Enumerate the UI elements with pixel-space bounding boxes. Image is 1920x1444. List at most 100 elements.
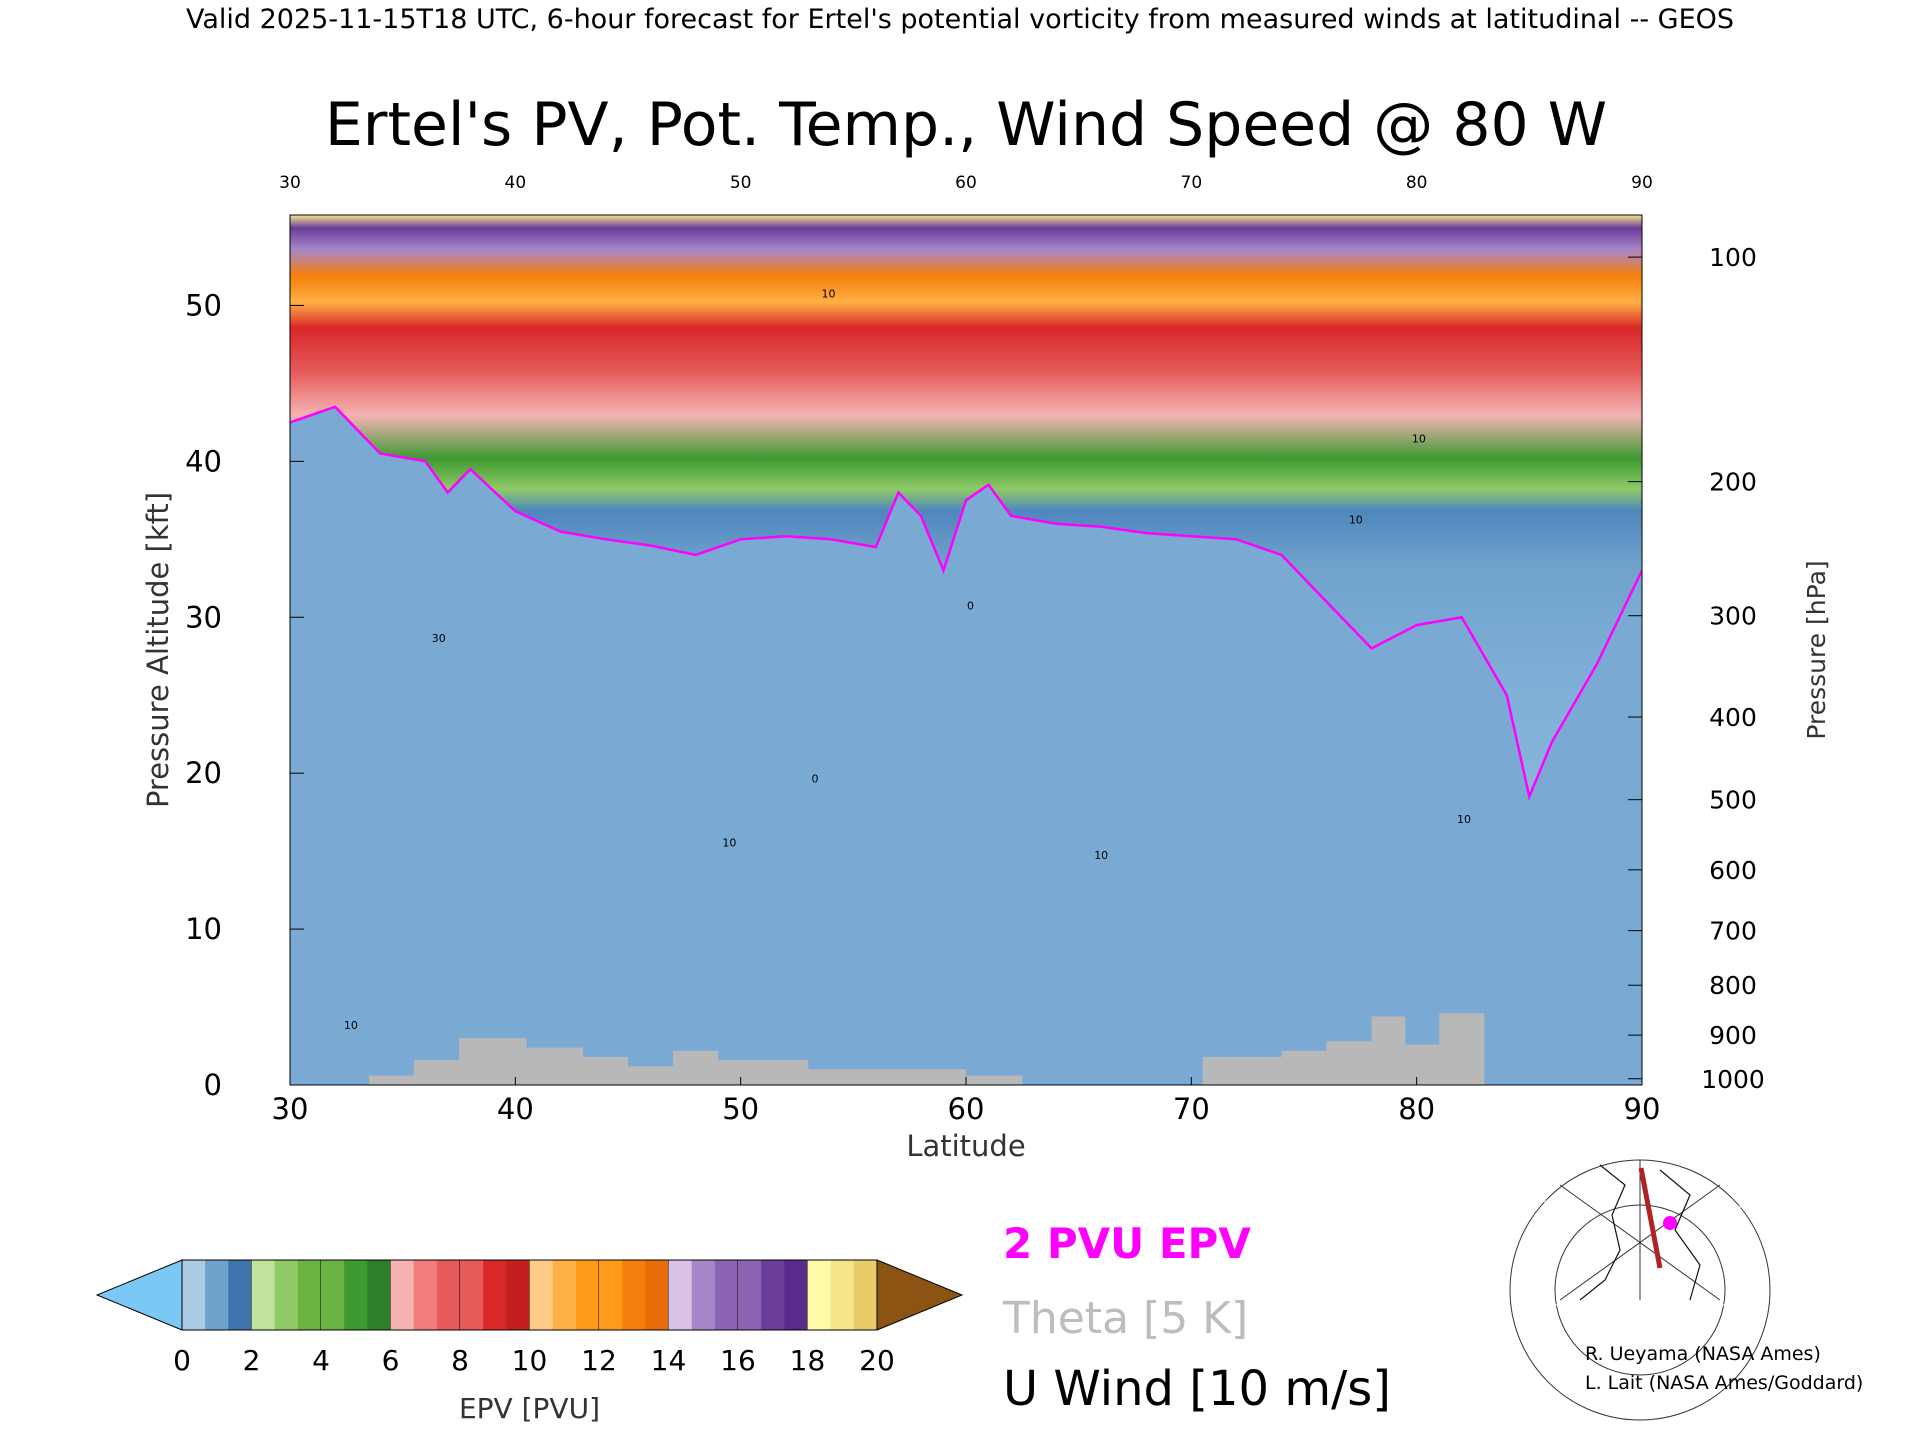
colorbar-swatch [622,1260,646,1330]
contour-label: 0 [967,599,974,612]
contour-label: 10 [822,288,836,301]
pressure-tick-label: 600 [1709,856,1757,885]
colorbar-swatch [552,1260,577,1330]
x-top-tick-label: 70 [1181,173,1203,193]
colorbar-swatch [807,1260,832,1330]
y-tick-label: 50 [185,288,222,322]
x-tick-label: 90 [1624,1092,1661,1126]
colorbar-tick-label: 12 [581,1344,617,1377]
y-tick-label: 30 [185,600,222,634]
colorbar-swatch [367,1260,391,1330]
x-top-tick-label: 40 [505,173,527,193]
colorbar-swatch [274,1260,299,1330]
y-right-axis-label: Pressure [hPa] [1802,560,1831,739]
x-tick-label: 30 [272,1092,309,1126]
pressure-tick-label: 300 [1709,602,1757,631]
pressure-tick-label: 700 [1709,917,1757,946]
contour-label: 30 [432,632,446,645]
colorbar-swatch [529,1260,554,1330]
contour-label: 10 [1349,514,1363,527]
colorbar-swatch [738,1260,762,1330]
y-tick-label: 0 [204,1068,222,1102]
colorbar-swatch [483,1260,507,1330]
colorbar-swatch [599,1260,623,1330]
x-tick-label: 80 [1398,1092,1435,1126]
colorbar-tick-label: 4 [312,1344,330,1377]
x-tick-label: 60 [948,1092,985,1126]
colorbar-swatch [830,1260,855,1330]
colorbar-over-arrow [876,1259,964,1331]
colorbar-swatch [460,1260,484,1330]
troposphere-fill [290,406,1642,1085]
contour-label: 10 [1412,433,1426,446]
x-tick-label: 40 [497,1092,534,1126]
pressure-tick-label: 200 [1709,468,1757,497]
colorbar-swatch [668,1260,693,1330]
colorbar-swatch [205,1260,229,1330]
contour-label: 10 [1094,849,1108,862]
x-top-tick-label: 80 [1406,173,1428,193]
colorbar-tick-label: 0 [173,1344,191,1377]
colorbar-tick-label: 6 [382,1344,400,1377]
legend-entry: U Wind [10 m/s] [1003,1361,1391,1417]
inset-coastline [1579,1164,1701,1301]
x-tick-label: 70 [1173,1092,1210,1126]
credit-line: R. Ueyama (NASA Ames) [1585,1343,1821,1365]
colorbar-swatch [714,1260,739,1330]
terrain [290,1013,1642,1085]
colorbar-swatch [506,1260,530,1330]
pressure-tick-label: 800 [1709,971,1757,1000]
x-top-tick-label: 30 [279,173,301,193]
contour-label: 10 [722,836,736,849]
colorbar-label: EPV [PVU] [459,1392,600,1425]
colorbar-under-arrow [95,1259,183,1331]
pressure-tick-label: 100 [1709,243,1757,272]
colorbar-swatch [413,1260,438,1330]
colorbar-swatch [784,1260,808,1330]
legend-entry: Theta [5 K] [1002,1293,1248,1344]
colorbar-swatch [645,1260,669,1330]
y-tick-label: 10 [185,912,222,946]
y-tick-label: 20 [185,756,222,790]
inset-section-line [1638,1167,1663,1269]
contour-label: 10 [344,1019,358,1032]
colorbar-tick-label: 16 [720,1344,756,1377]
colorbar-tick-label: 20 [859,1344,895,1377]
colorbar-swatch [297,1260,322,1330]
header-text: Valid 2025-11-15T18 UTC, 6-hour forecast… [186,4,1734,35]
x-axis-label: Latitude [906,1129,1025,1163]
inset-map [1509,1154,1771,1421]
chart-title: Ertel's PV, Pot. Temp., Wind Speed @ 80 … [325,90,1607,160]
x-top-tick-label: 90 [1631,173,1653,193]
inset-map-border [1544,1154,1741,1306]
credit-line: L. Lait (NASA Ames/Goddard) [1585,1372,1863,1394]
colorbar-swatch [182,1260,206,1330]
colorbar-tick-label: 8 [451,1344,469,1377]
colorbar-swatch [251,1260,276,1330]
pressure-tick-label: 900 [1709,1021,1757,1050]
colorbar-swatch [853,1260,878,1330]
y-tick-label: 40 [185,444,222,478]
colorbar-swatch [691,1260,716,1330]
pressure-tick-label: 400 [1709,703,1757,732]
colorbar-swatch [390,1260,415,1330]
colorbar-tick-label: 14 [651,1344,687,1377]
x-top-tick-label: 50 [730,173,752,193]
colorbar-swatch [344,1260,368,1330]
colorbar-frame [181,1259,878,1331]
colorbar-swatch [228,1260,252,1330]
colorbar-swatch [436,1260,461,1330]
y-axis-label: Pressure Altitude [kft] [141,492,175,808]
colorbar-swatch [761,1260,785,1330]
x-top-tick-label: 60 [955,173,977,193]
inset-marker [1663,1216,1677,1230]
pressure-tick-label: 1000 [1701,1065,1765,1094]
colorbar-tick-label: 10 [512,1344,548,1377]
colorbar-swatch [575,1260,600,1330]
contour-label: 10 [1457,813,1471,826]
x-tick-label: 50 [722,1092,759,1126]
inset-meridian [1559,1184,1721,1301]
colorbar-tick-label: 18 [790,1344,826,1377]
